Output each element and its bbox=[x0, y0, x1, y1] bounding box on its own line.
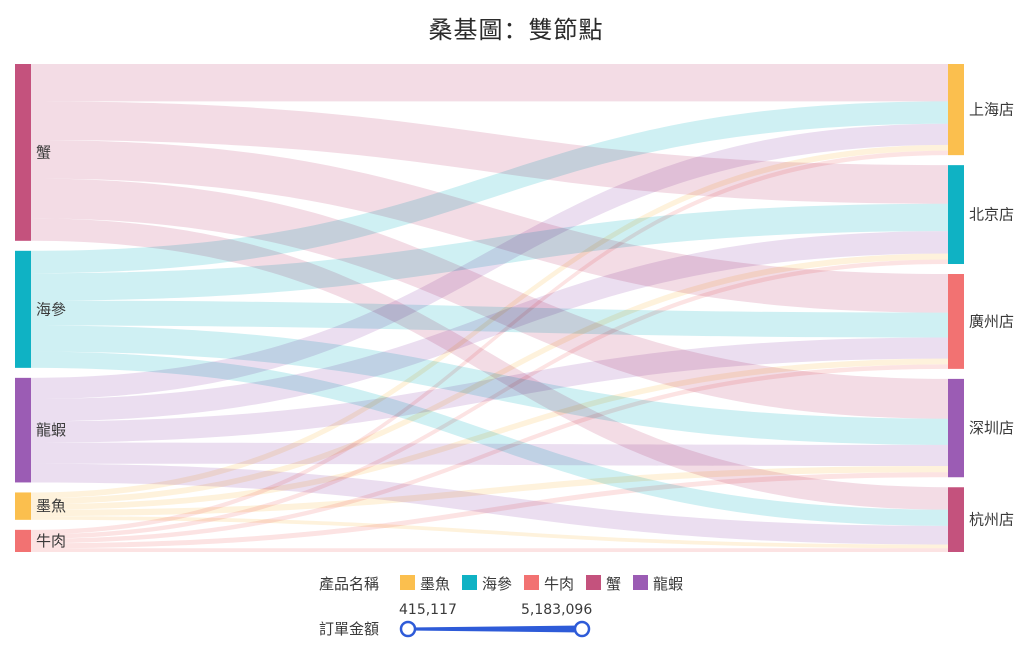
sankey-link bbox=[31, 364, 948, 544]
range-max-label: 5,183,096 bbox=[521, 602, 592, 618]
source-node-label: 墨魚 bbox=[36, 497, 66, 515]
range-filter: 訂單金額 415,117 5,183,096 bbox=[319, 602, 592, 638]
sankey-link bbox=[31, 516, 948, 549]
sankey-link bbox=[31, 463, 948, 545]
sankey-link bbox=[31, 144, 948, 499]
source-node-label: 牛肉 bbox=[36, 532, 66, 550]
legend-swatch[interactable] bbox=[462, 575, 477, 590]
sankey-link bbox=[31, 64, 948, 102]
target-node[interactable] bbox=[948, 378, 964, 478]
legend-title: 產品名稱 bbox=[319, 575, 379, 593]
legend-item-label[interactable]: 蟹 bbox=[606, 575, 621, 593]
sankey-link bbox=[31, 150, 948, 535]
legend: 產品名稱 墨魚 海參 牛肉 蟹 龍蝦 bbox=[319, 575, 683, 593]
legend-item-label[interactable]: 龍蝦 bbox=[653, 575, 683, 593]
source-node[interactable] bbox=[15, 492, 31, 520]
target-node-label: 北京店 bbox=[969, 206, 1014, 224]
legend-swatch[interactable] bbox=[633, 575, 648, 590]
sankey-link bbox=[31, 101, 948, 204]
source-node[interactable] bbox=[15, 250, 31, 368]
source-node[interactable] bbox=[15, 64, 31, 241]
range-slider-track[interactable] bbox=[408, 625, 582, 633]
legend-swatch[interactable] bbox=[524, 575, 539, 590]
source-node-label: 龍蝦 bbox=[36, 421, 66, 439]
sankey-links bbox=[31, 64, 948, 552]
target-node-label: 廣州店 bbox=[969, 312, 1014, 330]
sankey-link bbox=[31, 337, 948, 443]
legend-item-label[interactable]: 墨魚 bbox=[420, 575, 450, 593]
sankey-link bbox=[31, 351, 948, 526]
source-node[interactable] bbox=[15, 377, 31, 483]
sankey-link bbox=[31, 466, 948, 517]
range-handle-min[interactable] bbox=[399, 620, 417, 638]
sankey-link bbox=[31, 231, 948, 422]
sankey-link bbox=[31, 472, 948, 549]
chart-title: 桑基圖：雙節點 bbox=[428, 16, 604, 44]
range-min-label: 415,117 bbox=[399, 602, 457, 618]
source-node[interactable] bbox=[15, 529, 31, 552]
sankey-link bbox=[31, 123, 948, 400]
sankey-link bbox=[31, 218, 948, 510]
legend-swatch[interactable] bbox=[400, 575, 415, 590]
sankey-link bbox=[31, 259, 948, 539]
range-filter-label: 訂單金額 bbox=[319, 620, 379, 638]
legend-item-label[interactable]: 海參 bbox=[482, 575, 512, 593]
target-node-label: 杭州店 bbox=[969, 511, 1014, 529]
sankey-link bbox=[31, 358, 948, 510]
source-node-label: 蟹 bbox=[36, 143, 51, 161]
target-node-label: 深圳店 bbox=[969, 419, 1014, 437]
legend-swatch[interactable] bbox=[586, 575, 601, 590]
sankey-link bbox=[31, 101, 948, 274]
legend-item-label[interactable]: 牛肉 bbox=[544, 575, 574, 593]
sankey-link bbox=[31, 548, 948, 552]
source-node-label: 海參 bbox=[36, 300, 66, 318]
target-node[interactable] bbox=[948, 487, 964, 552]
range-handle-max[interactable] bbox=[573, 620, 591, 638]
target-node[interactable] bbox=[948, 165, 964, 265]
target-node[interactable] bbox=[948, 64, 964, 156]
target-node-label: 上海店 bbox=[969, 101, 1014, 119]
target-node[interactable] bbox=[948, 274, 964, 369]
sankey-link bbox=[31, 253, 948, 505]
legend-items: 墨魚 海參 牛肉 蟹 龍蝦 bbox=[400, 575, 683, 593]
